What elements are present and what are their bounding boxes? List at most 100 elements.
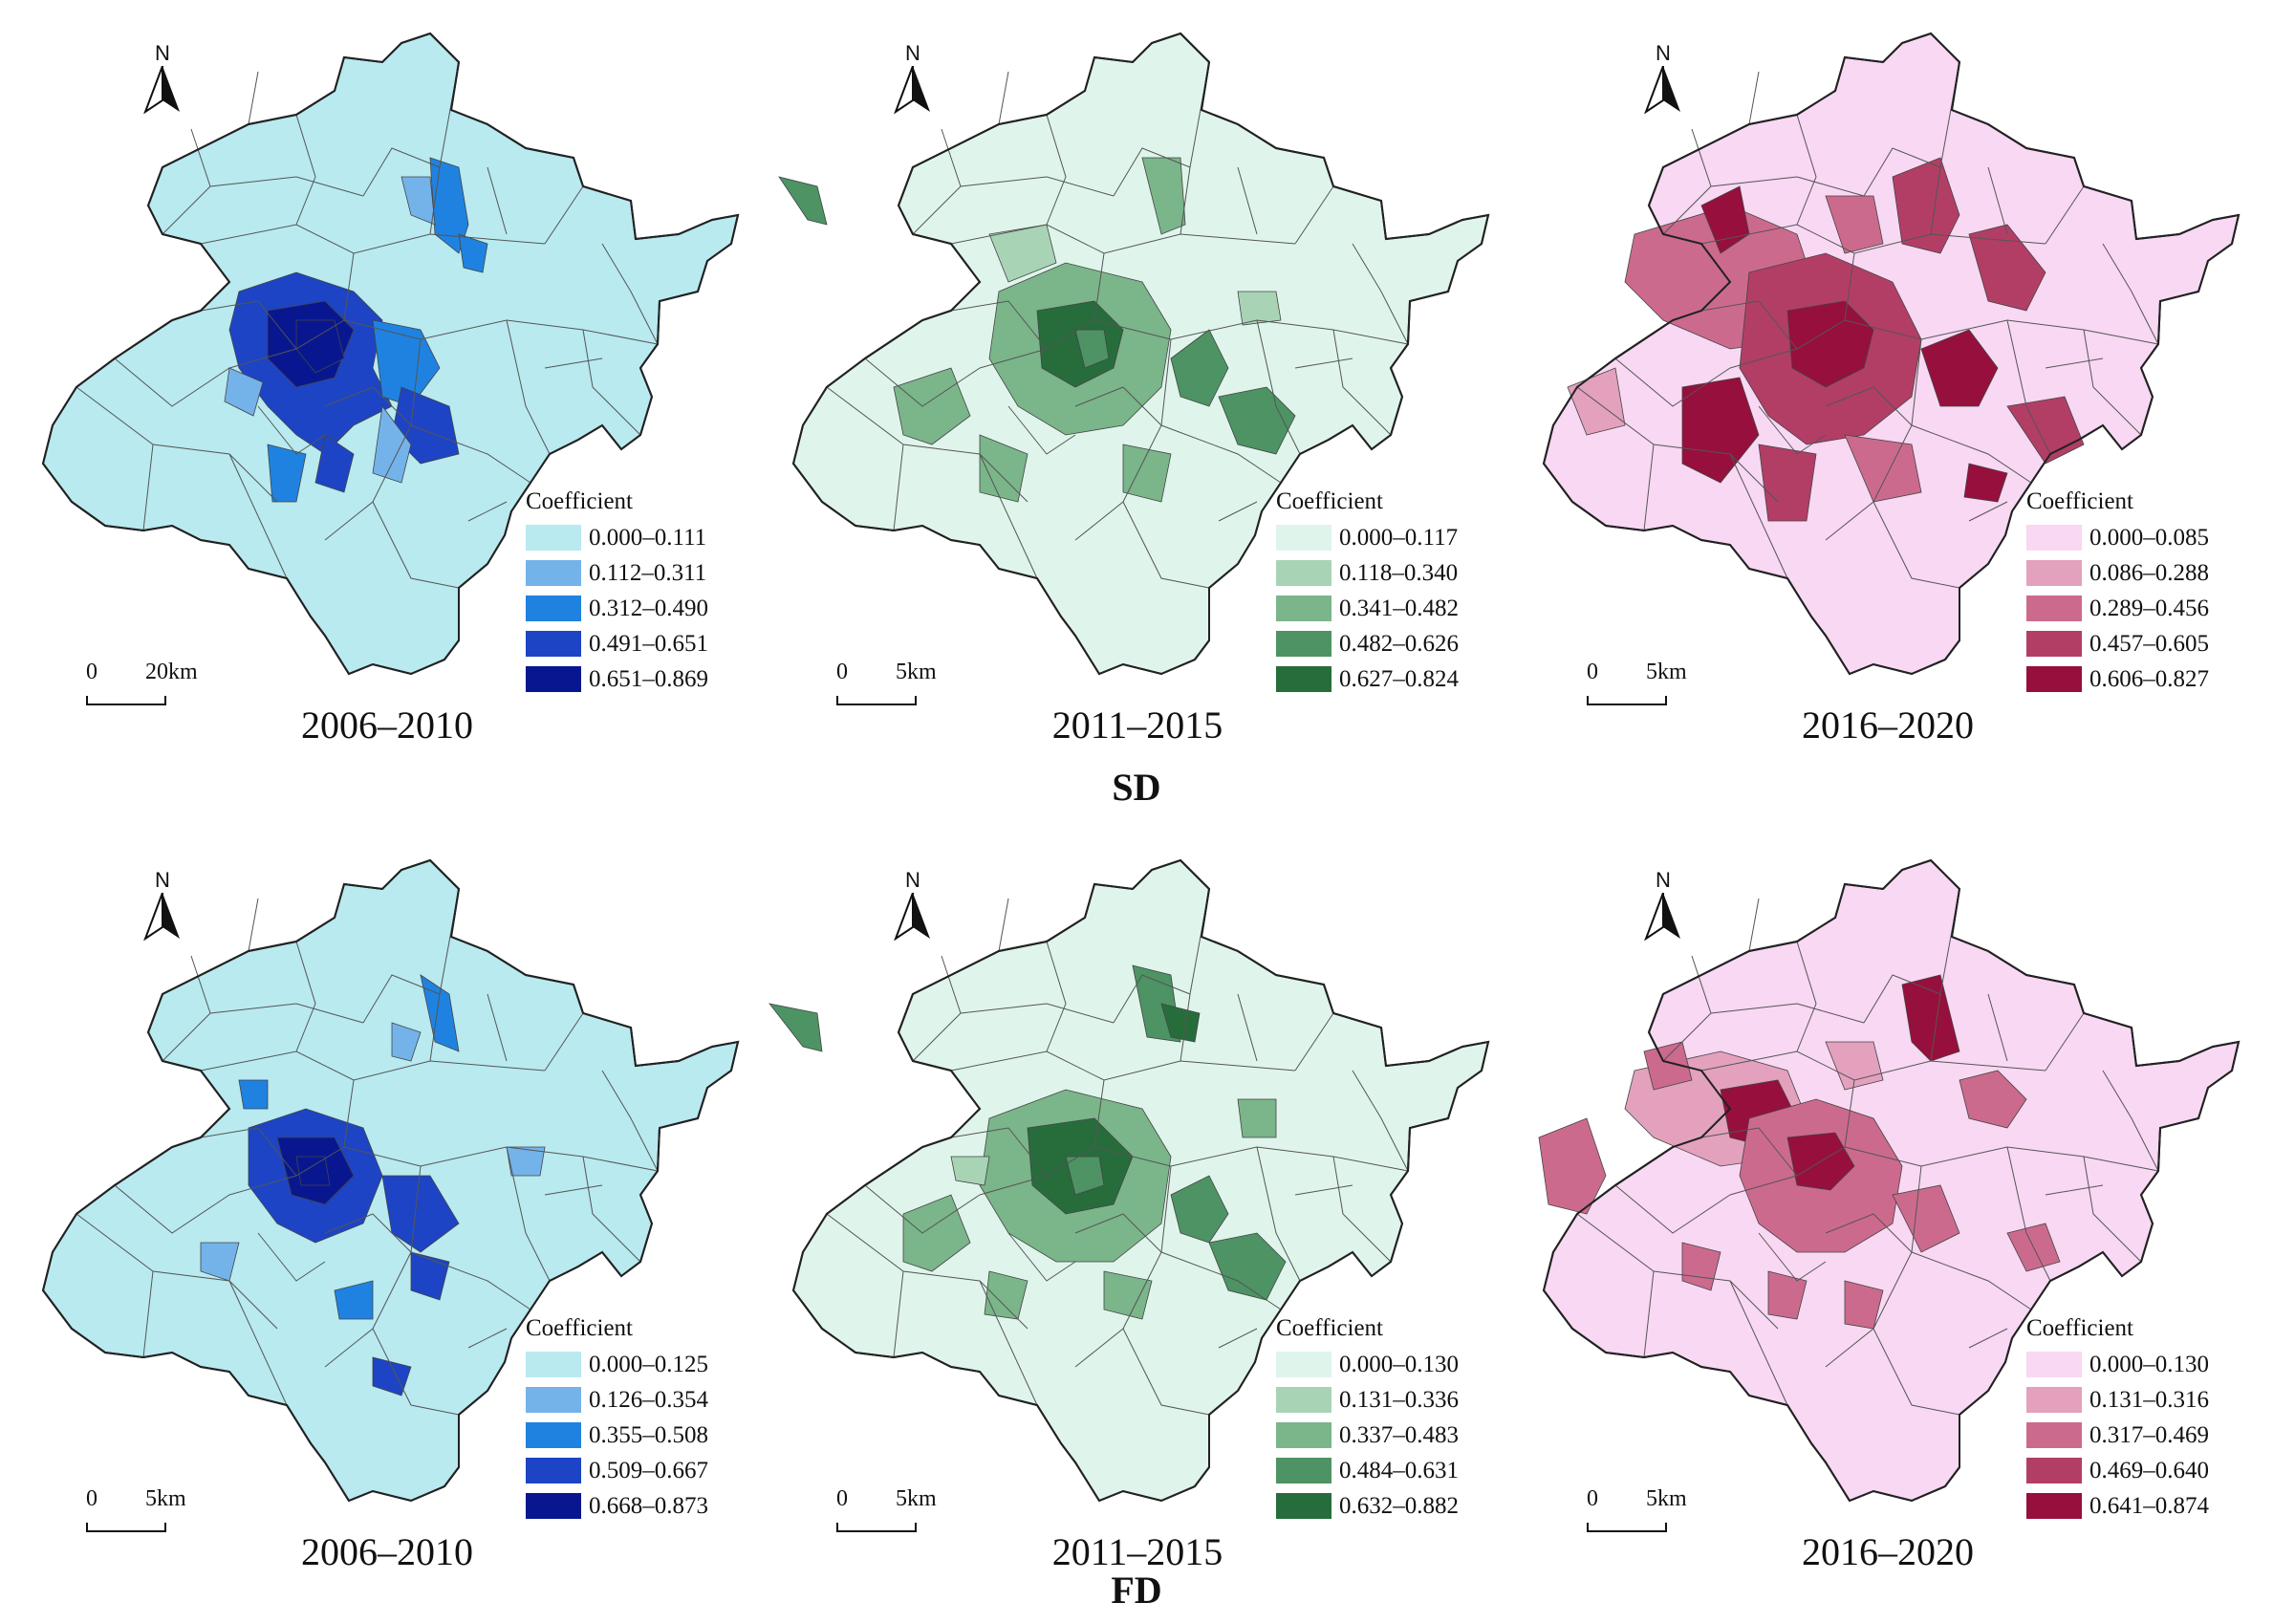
district-border bbox=[941, 128, 962, 187]
row-label-sd: SD bbox=[1112, 766, 1161, 809]
legend: Coefficient 0.000–0.130 0.131–0.336 0.33… bbox=[1276, 1314, 1505, 1524]
subdistrict-region bbox=[410, 1251, 450, 1301]
scale-distance: 5km bbox=[1646, 1486, 1687, 1511]
district-border bbox=[864, 1184, 981, 1234]
scale-bar-line bbox=[86, 696, 166, 705]
subdistrict-region bbox=[1643, 1041, 1693, 1091]
legend-item: 0.000–0.111 bbox=[526, 520, 755, 555]
north-label: N bbox=[155, 41, 170, 65]
north-label: N bbox=[1656, 41, 1671, 65]
district-border bbox=[1643, 444, 1655, 531]
district-border bbox=[324, 1213, 412, 1253]
subdistrict-region bbox=[902, 1194, 971, 1272]
legend-swatch bbox=[2026, 595, 2082, 621]
legend-swatch bbox=[526, 1422, 581, 1448]
map-panel-fd-2011-2015: N Coefficient 0.000–0.130 0.131–0.336 0.… bbox=[760, 832, 1515, 1587]
legend-item: 0.509–0.667 bbox=[526, 1453, 755, 1488]
legend-item: 0.651–0.869 bbox=[526, 661, 755, 697]
district-border bbox=[228, 252, 355, 369]
map-panel-fd-2006-2010: N Coefficient 0.000–0.125 0.126–0.354 0.… bbox=[10, 832, 765, 1587]
district-border bbox=[1729, 252, 1855, 369]
legend-label: 0.289–0.456 bbox=[2089, 595, 2209, 621]
district-border bbox=[1643, 1270, 1655, 1358]
district-border bbox=[1122, 501, 1210, 589]
choropleth-map bbox=[41, 858, 740, 1503]
scale-bar-line bbox=[86, 1523, 166, 1532]
legend-item: 0.469–0.640 bbox=[2026, 1453, 2256, 1488]
district-border bbox=[941, 955, 962, 1014]
subdistrict-region bbox=[1963, 463, 2008, 503]
legend-label: 0.118–0.340 bbox=[1339, 559, 1459, 586]
district-border bbox=[582, 329, 641, 436]
subdistrict-region bbox=[381, 1175, 460, 1253]
legend-label: 0.627–0.824 bbox=[1339, 665, 1459, 692]
north-arrow: N bbox=[1634, 43, 1692, 114]
legend-swatch bbox=[1276, 1352, 1331, 1377]
scale-bar: 0 5km bbox=[1587, 1486, 1692, 1534]
outer-boundary bbox=[1542, 858, 2241, 1503]
subdistrict-region bbox=[391, 1022, 422, 1062]
legend: Coefficient 0.000–0.130 0.131–0.316 0.31… bbox=[2026, 1314, 2256, 1524]
legend-item: 0.484–0.631 bbox=[1276, 1453, 1505, 1488]
north-arrow: N bbox=[884, 870, 942, 941]
scale-zero: 0 bbox=[1587, 1486, 1598, 1511]
district-border bbox=[2045, 1012, 2085, 1072]
district-border bbox=[1729, 1280, 1788, 1406]
outer-boundary bbox=[791, 858, 1490, 1503]
legend-label: 0.484–0.631 bbox=[1339, 1457, 1459, 1483]
legend-item: 0.317–0.469 bbox=[2026, 1418, 2256, 1453]
legend-label: 0.509–0.667 bbox=[589, 1457, 708, 1483]
subdistrict-region bbox=[1767, 1270, 1808, 1320]
district-border bbox=[979, 1280, 1038, 1406]
district-border bbox=[1113, 974, 1191, 1024]
subdistrict-region bbox=[1170, 1175, 1229, 1244]
district-border bbox=[228, 1079, 355, 1196]
legend-title: Coefficient bbox=[526, 488, 633, 514]
district-border bbox=[1825, 338, 1922, 541]
north-arrow: N bbox=[134, 43, 191, 114]
district-border bbox=[912, 176, 1115, 235]
district-border bbox=[1046, 114, 1067, 226]
legend-swatch bbox=[2026, 1458, 2082, 1483]
district-border bbox=[1729, 453, 1788, 579]
period-title: 2016–2020 bbox=[1802, 704, 1974, 747]
map-panel-sd-2016-2020: N Coefficient 0.000–0.085 0.086–0.288 0.… bbox=[1510, 5, 2265, 760]
scale-distance: 5km bbox=[145, 1486, 186, 1511]
district-border bbox=[324, 338, 422, 541]
legend-item: 0.491–0.651 bbox=[526, 626, 755, 661]
legend-swatch bbox=[526, 1352, 581, 1377]
district-border bbox=[1825, 386, 1913, 426]
legend: Coefficient 0.000–0.117 0.118–0.340 0.34… bbox=[1276, 487, 1505, 697]
district-border bbox=[544, 1184, 603, 1196]
legend-swatch bbox=[2026, 1422, 2082, 1448]
row-label-fd: FD bbox=[1111, 1569, 1162, 1612]
district-border bbox=[257, 405, 326, 455]
district-border bbox=[410, 424, 531, 484]
district-border bbox=[1237, 993, 1258, 1062]
legend-label: 0.000–0.117 bbox=[1339, 524, 1459, 551]
scale-bar-line bbox=[836, 1523, 917, 1532]
district-border bbox=[2006, 319, 2051, 455]
subdistrict-region bbox=[295, 319, 345, 374]
district-border bbox=[1074, 1213, 1162, 1253]
district-border bbox=[76, 1213, 278, 1330]
legend-swatch bbox=[1276, 1387, 1331, 1413]
legend-item: 0.289–0.456 bbox=[2026, 591, 2256, 626]
district-border bbox=[190, 955, 211, 1014]
district-border bbox=[200, 1127, 297, 1177]
north-arrow: N bbox=[884, 43, 942, 114]
subdistrict-region bbox=[1920, 329, 1999, 407]
legend-label: 0.606–0.827 bbox=[2089, 665, 2209, 692]
legend-label: 0.000–0.130 bbox=[1339, 1351, 1459, 1377]
district-border bbox=[1256, 1146, 1301, 1282]
subdistrict-region bbox=[1074, 329, 1110, 369]
scale-bar-line bbox=[836, 696, 917, 705]
legend-swatch bbox=[1276, 595, 1331, 621]
district-border bbox=[1691, 955, 1712, 1014]
north-arrow: N bbox=[1634, 870, 1692, 941]
outer-boundary bbox=[41, 858, 740, 1503]
scale-bar-line bbox=[1587, 1523, 1667, 1532]
legend: Coefficient 0.000–0.125 0.126–0.354 0.35… bbox=[526, 1314, 755, 1524]
subdistrict-region bbox=[1122, 444, 1172, 503]
district-border bbox=[2006, 1146, 2051, 1282]
